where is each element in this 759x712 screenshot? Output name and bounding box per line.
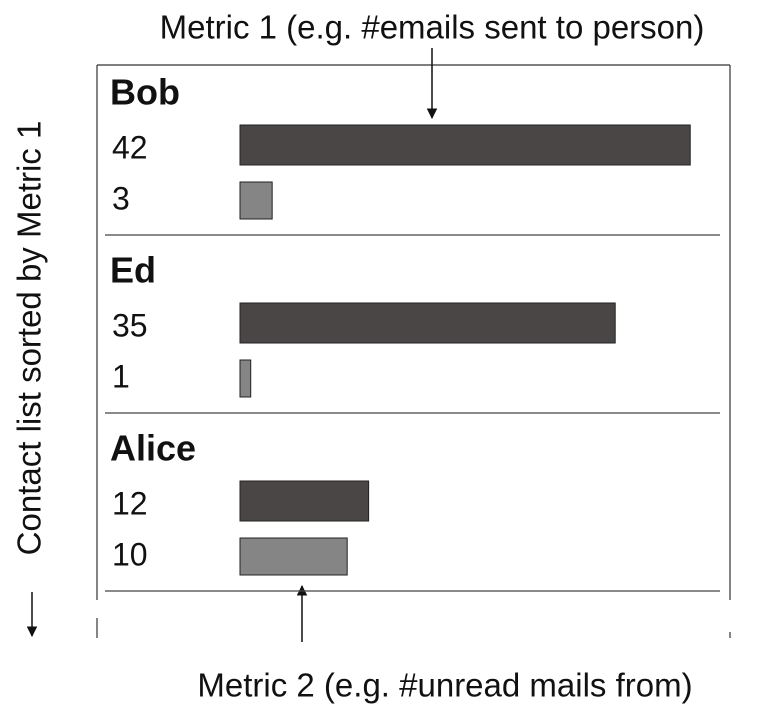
metric1-bar (239, 480, 370, 522)
frame (96, 64, 731, 638)
metric2-bar (239, 181, 273, 220)
metric2-value: 1 (112, 358, 130, 394)
contact-name: Alice (110, 428, 196, 469)
metric1-value: 35 (112, 307, 148, 343)
contact-name: Ed (110, 250, 156, 291)
top-label: Metric 1 (e.g. #emails sent to person) (160, 9, 705, 46)
metric2-bar (239, 537, 348, 576)
side-label: Contact list sorted by Metric 1 (11, 121, 48, 556)
metric1-bar (239, 124, 691, 166)
metric2-value: 10 (112, 536, 148, 572)
metric2-bar (239, 359, 252, 398)
metric1-bar (239, 302, 616, 344)
contact-name: Bob (110, 72, 180, 113)
bottom-label: Metric 2 (e.g. #unread mails from) (197, 667, 692, 704)
metric2-value: 3 (112, 180, 130, 216)
metric1-value: 12 (112, 485, 148, 521)
metric1-value: 42 (112, 129, 148, 165)
